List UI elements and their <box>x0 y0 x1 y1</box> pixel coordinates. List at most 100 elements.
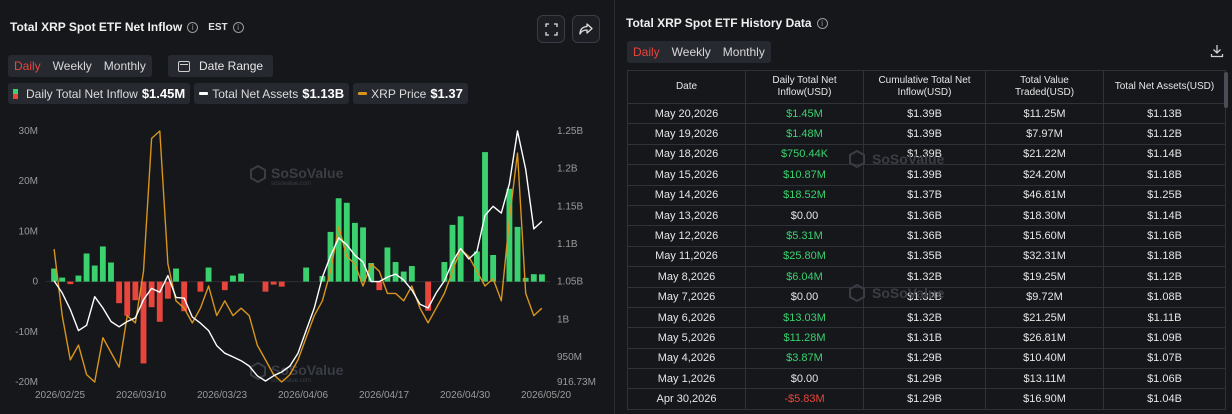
table-row[interactable]: May 19,2026 $1.48M $1.39B $7.97M $1.12B <box>627 123 1226 145</box>
inflow-bar <box>522 277 529 282</box>
fullscreen-icon <box>544 22 558 36</box>
timezone-label: EST <box>208 21 228 33</box>
value-traded-cell: $9.72M <box>985 286 1104 308</box>
table-row[interactable]: May 11,2026 $25.80M $1.35B $32.31M $1.18B <box>627 245 1226 268</box>
date-cell: May 11,2026 <box>627 245 746 268</box>
cumulative-inflow-cell: $1.36B <box>863 225 986 247</box>
inflow-bar <box>343 202 350 282</box>
tab-daily[interactable]: Daily <box>633 45 660 59</box>
inflow-bar <box>197 281 204 292</box>
inflow-bar <box>132 281 139 301</box>
inflow-bar <box>67 281 74 285</box>
right-axis-tick: 1.1B <box>557 239 578 250</box>
inflow-bar <box>368 263 375 282</box>
legend-net-inflow[interactable]: Daily Total Net Inflow $1.45M <box>8 83 191 104</box>
table-row[interactable]: May 5,2026 $11.28M $1.31B $26.81M $1.09B <box>627 327 1226 349</box>
net-assets-cell: $1.14B <box>1103 143 1226 166</box>
legend-net-assets[interactable]: Total Net Assets $1.13B <box>194 83 350 104</box>
net-assets-cell: $1.14B <box>1103 204 1226 227</box>
daily-inflow-cell: $0.00 <box>745 368 864 390</box>
daily-inflow-cell: $18.52M <box>745 184 864 206</box>
table-row[interactable]: May 4,2026 $3.87M $1.29B $10.40M $1.07B <box>627 347 1226 370</box>
watermark-text: SoSoValue <box>271 362 344 378</box>
right-axis-tick: 1.2B <box>557 164 578 175</box>
right-axis-tick: 916.73M <box>557 377 596 388</box>
inflow-bar <box>384 247 391 282</box>
inflow-bar <box>140 281 147 364</box>
inflow-bar <box>205 267 212 282</box>
table-row[interactable]: May 6,2026 $13.03M $1.32B $21.25M $1.11B <box>627 306 1226 329</box>
daily-inflow-cell: $25.80M <box>745 245 864 268</box>
net-assets-cell: $1.13B <box>1103 102 1226 125</box>
info-icon[interactable]: i <box>187 21 199 33</box>
tab-weekly[interactable]: Weekly <box>671 45 711 59</box>
calendar-icon <box>178 60 190 72</box>
timezone-info-icon[interactable]: i <box>232 21 244 33</box>
date-range-button[interactable]: Date Range <box>168 55 274 77</box>
legend-xrp-price[interactable]: XRP Price $1.37 <box>353 83 468 104</box>
table-scrollbar[interactable] <box>1224 72 1228 108</box>
table-row[interactable]: May 8,2026 $6.04M $1.32B $19.25M $1.12B <box>627 266 1226 288</box>
inflow-bar <box>351 222 358 282</box>
value-traded-cell: $10.40M <box>985 347 1104 370</box>
tab-monthly[interactable]: Monthly <box>722 45 765 59</box>
inflow-chart[interactable]: 30M 20M 10M 0 -10M -20M 1.25B 1.2B 1.15B 1.1B 1.05… <box>0 118 612 414</box>
watermark-subtext: sosovalue.com <box>271 181 311 187</box>
daily-inflow-cell: $1.48M <box>745 123 864 145</box>
inflow-bar <box>490 254 497 282</box>
inflow-bar <box>262 281 269 292</box>
cumulative-inflow-cell: $1.29B <box>863 347 986 370</box>
inflow-bar <box>181 281 188 312</box>
table-row[interactable]: Apr 30,2026 -$5.83M $1.29B $16.90M $1.04B <box>627 388 1226 410</box>
date-cell: May 7,2026 <box>627 286 746 308</box>
inflow-bar <box>539 274 545 282</box>
net-assets-cell: $1.18B <box>1103 164 1226 186</box>
download-icon[interactable] <box>1210 44 1224 58</box>
daily-inflow-cell: $10.87M <box>745 164 864 186</box>
daily-inflow-cell: $750.44K <box>745 143 864 166</box>
watermark-text: SoSoValue <box>271 165 344 181</box>
inflow-bar <box>51 268 57 282</box>
tab-monthly[interactable]: Monthly <box>103 59 146 73</box>
daily-inflow-cell: $0.00 <box>745 204 864 227</box>
tab-daily[interactable]: Daily <box>14 59 41 73</box>
table-row[interactable]: May 14,2026 $18.52M $1.37B $46.81M $1.25B <box>627 184 1226 206</box>
col-cumulative-inflow: Cumulative Total Net Inflow(USD) <box>863 70 986 104</box>
left-axis-tick: 20M <box>19 176 38 187</box>
right-axis-tick: 950M <box>557 352 582 363</box>
table-row[interactable]: May 12,2026 $5.31M $1.36B $15.60M $1.16B <box>627 225 1226 247</box>
table-row[interactable]: May 1,2026 $0.00 $1.29B $13.11M $1.06B <box>627 368 1226 390</box>
line-swatch-icon <box>199 92 209 95</box>
right-axis-tick: 1B <box>557 314 570 325</box>
table-row[interactable]: May 18,2026 $750.44K $1.39B $21.22M $1.14B <box>627 143 1226 166</box>
inflow-bar <box>59 277 66 282</box>
cumulative-inflow-cell: $1.29B <box>863 368 986 390</box>
inflow-bar <box>238 273 245 282</box>
right-axis-tick: 1.15B <box>557 201 583 212</box>
history-header: Total XRP Spot ETF History Data i <box>626 16 828 30</box>
share-icon <box>579 23 593 35</box>
history-title: Total XRP Spot ETF History Data <box>626 16 812 30</box>
table-row[interactable]: May 15,2026 $10.87M $1.39B $24.20M $1.18B <box>627 164 1226 186</box>
inflow-bar <box>108 262 114 282</box>
table-row[interactable]: May 13,2026 $0.00 $1.36B $18.30M $1.14B <box>627 204 1226 227</box>
share-button[interactable] <box>572 15 600 43</box>
left-axis-tick: 30M <box>19 126 38 137</box>
net-assets-cell: $1.06B <box>1103 368 1226 390</box>
table-row[interactable]: May 20,2026 $1.45M $1.39B $11.25M $1.13B <box>627 102 1226 125</box>
cumulative-inflow-cell: $1.32B <box>863 286 986 308</box>
daily-inflow-cell: $13.03M <box>745 306 864 329</box>
info-icon[interactable]: i <box>816 17 828 29</box>
inflow-bar <box>392 262 399 282</box>
date-cell: May 1,2026 <box>627 368 746 390</box>
col-date: Date <box>627 70 746 104</box>
history-data-panel: Total XRP Spot ETF History Data i Daily … <box>616 0 1232 414</box>
value-traded-cell: $15.60M <box>985 225 1104 247</box>
date-cell: May 12,2026 <box>627 225 746 247</box>
table-row[interactable]: May 7,2026 $0.00 $1.32B $9.72M $1.08B <box>627 286 1226 308</box>
daily-inflow-cell: $3.87M <box>745 347 864 370</box>
tab-weekly[interactable]: Weekly <box>52 59 92 73</box>
chart-legend: Daily Total Net Inflow $1.45M Total Net … <box>8 83 468 104</box>
value-traded-cell: $32.31M <box>985 245 1104 268</box>
fullscreen-button[interactable] <box>537 15 565 43</box>
